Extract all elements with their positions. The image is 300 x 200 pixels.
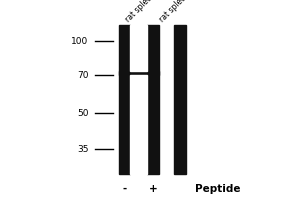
Bar (147, 25, 159, 174)
Text: Peptide: Peptide (195, 184, 241, 194)
Bar (119, 71, 159, 75)
Bar (130, 25, 147, 71)
Bar (119, 25, 130, 174)
Bar (130, 75, 147, 174)
Text: 50: 50 (77, 108, 88, 117)
Text: 35: 35 (77, 144, 88, 154)
Text: 70: 70 (77, 71, 88, 79)
Bar (130, 25, 147, 174)
Bar (159, 25, 174, 174)
Bar (174, 25, 186, 174)
Text: 100: 100 (71, 36, 88, 46)
Text: +: + (148, 184, 158, 194)
Text: -: - (122, 184, 127, 194)
Text: rat spleen: rat spleen (157, 0, 191, 24)
Text: rat spleen: rat spleen (124, 0, 158, 24)
